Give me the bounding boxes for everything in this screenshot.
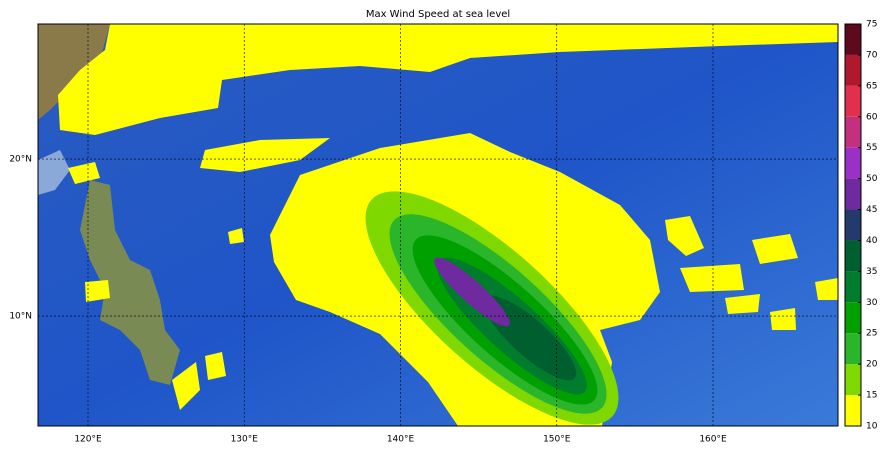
colorbar-bin — [845, 147, 861, 179]
colorbar-bin — [845, 271, 861, 303]
wind-area — [68, 162, 100, 184]
wind-area — [752, 234, 798, 264]
wind-area — [200, 138, 330, 172]
x-tick-label: 160°E — [699, 435, 727, 445]
y-tick-label: 20°N — [9, 155, 32, 165]
land-philippines — [80, 180, 180, 385]
y-tick-label: 10°N — [9, 312, 32, 322]
colorbar-tick-label: 20 — [866, 360, 878, 370]
colorbar-tick-label: 40 — [866, 236, 878, 246]
wind-area — [434, 257, 510, 327]
wind-area — [815, 278, 838, 300]
colorbar-tick-label: 75 — [866, 20, 877, 30]
colorbar-tick-label: 35 — [866, 267, 877, 277]
colorbar-tick-label: 55 — [866, 143, 877, 153]
wind-area — [205, 352, 226, 380]
colorbar-bin — [845, 209, 861, 241]
x-tick-label: 150°E — [543, 435, 571, 445]
colorbar-tick-label: 10 — [866, 422, 878, 432]
wind-area — [228, 228, 244, 244]
colorbar-bin — [845, 395, 861, 426]
land-china — [38, 24, 110, 120]
colorbar-bin — [845, 364, 861, 396]
x-tick-label: 130°E — [231, 435, 259, 445]
map-frame — [37, 23, 839, 427]
colorbar-tick-label: 70 — [866, 50, 878, 60]
colorbar-tick-label: 15 — [866, 391, 877, 401]
colorbar-bin — [845, 85, 861, 117]
wind-area — [680, 264, 744, 292]
x-tick-label: 140°E — [387, 435, 415, 445]
colorbar-frame — [844, 23, 862, 427]
wind-area — [770, 308, 796, 330]
colorbar-tick-label: 60 — [866, 112, 878, 122]
colorbar-tick-label: 25 — [866, 329, 877, 339]
colorbar-tick-label: 65 — [866, 81, 877, 91]
wind-area — [85, 280, 110, 302]
map-title: Max Wind Speed at sea level — [366, 9, 510, 20]
colorbar-bin — [845, 116, 861, 148]
colorbar-bin — [845, 333, 861, 365]
wind-area — [172, 362, 200, 410]
colorbar-bin — [845, 24, 861, 55]
x-tick-label: 120°E — [74, 435, 102, 445]
shelf — [38, 150, 70, 195]
colorbar-bin — [845, 54, 861, 86]
colorbar-tick-label: 50 — [866, 174, 878, 184]
wind-area — [665, 216, 704, 256]
colorbar-bin — [845, 178, 861, 210]
colorbar-tick-label: 45 — [866, 205, 877, 215]
wind-area — [725, 294, 760, 314]
colorbar-bin — [845, 240, 861, 272]
map-area — [38, 24, 838, 426]
colorbar-bin — [845, 302, 861, 334]
colorbar-tick-label: 30 — [866, 298, 878, 308]
wind-area — [58, 24, 838, 135]
